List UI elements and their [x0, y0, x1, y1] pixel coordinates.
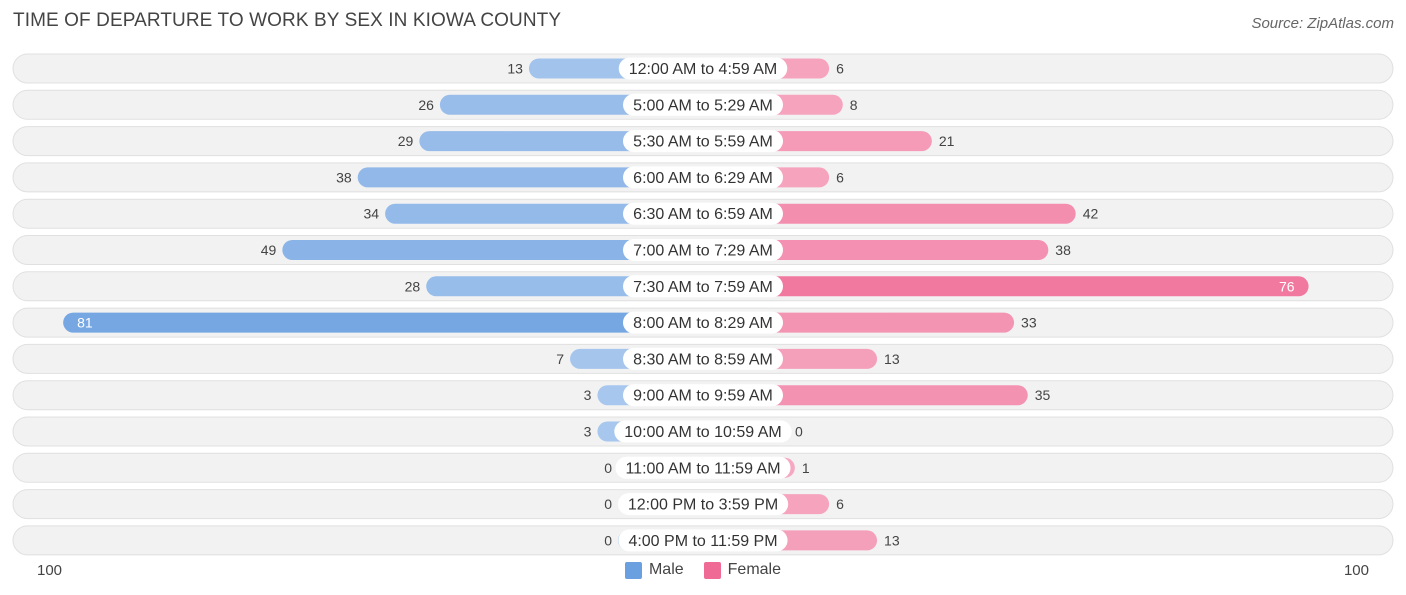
chart-title: TIME OF DEPARTURE TO WORK BY SEX IN KIOW… — [13, 10, 562, 31]
category-label-pill — [623, 202, 783, 225]
female-value-label: 76 — [1279, 278, 1295, 294]
female-value-label: 6 — [836, 169, 844, 185]
source-credit: Source: ZipAtlas.com — [1251, 15, 1394, 32]
category-label-pill — [623, 93, 783, 116]
male-value-label: 29 — [398, 133, 414, 149]
female-value-label: 13 — [884, 532, 900, 548]
category-label: 8:00 AM to 8:29 AM — [633, 315, 773, 332]
category-label: 7:30 AM to 7:59 AM — [633, 279, 773, 296]
female-value-label: 6 — [836, 496, 844, 512]
legend: Male Female — [0, 561, 1406, 579]
legend-item-male[interactable]: Male — [624, 561, 684, 579]
female-value-label: 13 — [884, 351, 900, 367]
category-label: 6:00 AM to 6:29 AM — [633, 170, 773, 187]
male-value-label: 34 — [364, 206, 380, 222]
category-label: 10:00 AM to 10:59 AM — [624, 424, 781, 441]
category-label: 12:00 PM to 3:59 PM — [628, 497, 778, 514]
category-label-pill — [623, 239, 783, 261]
female-value-label: 21 — [939, 133, 955, 149]
female-bar — [703, 240, 1049, 260]
category-label: 7:00 AM to 7:29 AM — [633, 243, 773, 260]
male-value-label: 49 — [261, 242, 277, 258]
category-label-pill — [623, 130, 783, 153]
female-bar — [703, 385, 1028, 406]
male-bar — [282, 240, 703, 260]
male-value-label: 26 — [418, 97, 434, 113]
category-label-pill — [623, 275, 783, 298]
female-value-label: 35 — [1035, 387, 1051, 403]
category-label: 5:00 AM to 5:29 AM — [633, 97, 773, 114]
legend-label-male: Male — [648, 561, 684, 578]
category-label-pill — [623, 347, 783, 370]
male-value-label: 0 — [604, 496, 612, 512]
category-label-pill — [617, 493, 789, 516]
male-value-label: 13 — [507, 61, 523, 77]
category-label-pill — [618, 529, 788, 552]
female-value-label: 33 — [1021, 315, 1037, 331]
male-value-label: 3 — [584, 387, 592, 403]
female-value-label: 38 — [1055, 242, 1071, 258]
female-value-label: 8 — [850, 97, 858, 113]
male-value-label: 3 — [584, 424, 592, 440]
male-value-label: 0 — [604, 532, 612, 548]
male-bar — [385, 203, 703, 224]
category-label-pill — [618, 57, 788, 80]
male-value-label: 28 — [405, 278, 421, 294]
male-bar — [63, 312, 703, 333]
category-label: 11:00 AM to 11:59 AM — [625, 460, 780, 477]
male-value-label: 0 — [604, 460, 612, 476]
female-bar — [703, 203, 1076, 224]
legend-swatch-male — [624, 561, 642, 579]
legend-label-female: Female — [727, 561, 782, 578]
axis-left-max-label: 100 — [37, 562, 63, 579]
category-label: 6:30 AM to 6:59 AM — [633, 206, 773, 223]
category-label: 5:30 AM to 5:59 AM — [633, 134, 773, 151]
category-label-pill — [615, 456, 791, 479]
female-value-label: 0 — [795, 424, 803, 440]
category-label-pill — [614, 420, 792, 443]
category-label-pill — [623, 384, 783, 407]
category-label: 12:00 AM to 4:59 AM — [629, 61, 778, 78]
male-value-label: 7 — [556, 351, 564, 367]
female-value-label: 42 — [1083, 206, 1099, 222]
male-value-label: 81 — [77, 315, 93, 331]
female-value-label: 6 — [836, 61, 844, 77]
category-label: 9:00 AM to 9:59 AM — [633, 388, 773, 405]
female-value-label: 1 — [802, 460, 810, 476]
category-label: 8:30 AM to 8:59 AM — [633, 351, 773, 368]
male-bar — [357, 167, 703, 188]
female-bar — [703, 276, 1309, 297]
category-label-pill — [623, 166, 783, 189]
male-value-label: 38 — [336, 169, 352, 185]
axis-right-max-label: 100 — [1343, 562, 1369, 579]
category-label: 4:00 PM to 11:59 PM — [628, 533, 777, 550]
legend-swatch-female — [703, 561, 721, 579]
legend-item-female[interactable]: Female — [703, 561, 782, 579]
category-label-pill — [623, 311, 783, 334]
